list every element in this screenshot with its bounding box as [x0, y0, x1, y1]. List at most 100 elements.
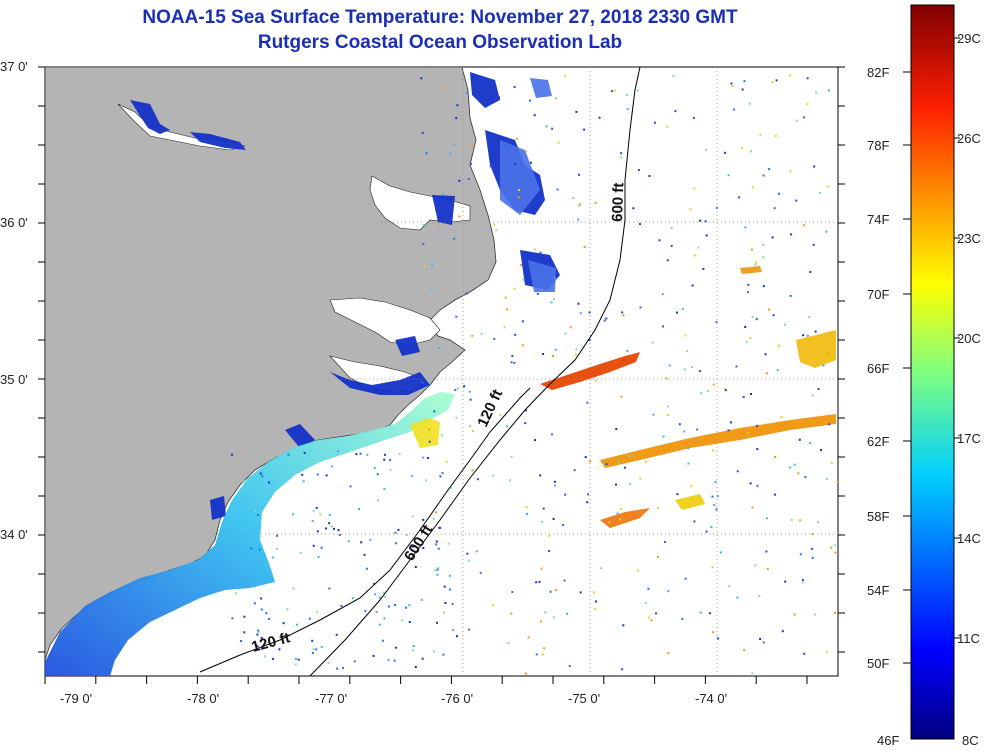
sst-speckle [789, 466, 792, 469]
sst-speckle [410, 475, 413, 478]
lon-label-77: -77 0' [315, 691, 347, 706]
sst-speckle [381, 639, 384, 642]
latitude-labels: 37 0' 36 0' 35 0' 34 0' [0, 59, 28, 542]
sst-speckle [535, 581, 538, 584]
sst-speckle [814, 330, 817, 333]
sst-speckle [319, 513, 322, 516]
sst-speckle [583, 128, 586, 131]
sst-speckle [376, 473, 379, 476]
contour-label-600ft-north: 600 ft [609, 182, 627, 222]
sst-speckle [363, 553, 366, 556]
sst-speckle [456, 635, 458, 638]
sst-speckle [774, 456, 777, 458]
sst-speckle [301, 473, 304, 476]
sst-speckle [375, 610, 378, 613]
sst-speckle [681, 617, 684, 620]
sst-speckle [456, 104, 459, 107]
sst-speckle [539, 474, 542, 477]
sst-speckle [551, 127, 554, 130]
sst-speckle [384, 595, 387, 598]
sst-speckle [312, 647, 315, 650]
sst-speckle [615, 428, 618, 430]
sst-speckles [231, 71, 838, 675]
sst-speckle [727, 429, 730, 432]
sst-speckle [745, 340, 748, 343]
sst-speckle [693, 187, 696, 190]
sst-speckle [433, 650, 436, 653]
sst-speckle [395, 542, 398, 545]
sst-speckle [664, 541, 666, 543]
sst-speckle [296, 623, 298, 626]
sst-speckle [764, 353, 767, 356]
sst-speckle [342, 666, 344, 669]
sst-speckle [327, 662, 330, 665]
sst-speckle [574, 353, 577, 356]
sst-speckle [278, 648, 281, 651]
f-label-74: 74F [867, 212, 889, 227]
sst-speckle [699, 611, 702, 614]
sst-speckle [271, 657, 274, 660]
contour-600ft [309, 67, 641, 676]
sst-speckle [359, 452, 362, 455]
sst-speckle [579, 591, 582, 594]
sst-speckle [467, 178, 470, 180]
c-label-29: 29C [957, 31, 981, 46]
sst-speckle [578, 204, 581, 207]
sst-speckle [257, 514, 259, 517]
sst-speckle [614, 89, 617, 92]
sst-speckle [364, 609, 367, 612]
sst-speckle [766, 568, 769, 570]
sst-speckle [411, 515, 414, 518]
sst-speckle [716, 495, 719, 498]
sst-speckle [784, 323, 786, 326]
sst-speckle [552, 298, 555, 301]
sst-speckle [661, 293, 664, 296]
sst-speckle [711, 566, 714, 569]
color-scale-ticks [903, 37, 960, 664]
sst-speckle [514, 333, 517, 336]
sst-speckle [549, 590, 552, 593]
bathymetry-contours [199, 67, 641, 676]
lat-label-37: 37 0' [0, 59, 28, 74]
sst-speckle [825, 230, 828, 233]
sst-speckle [566, 612, 568, 615]
sst-speckle [533, 114, 536, 117]
sst-speckle [449, 486, 452, 489]
sst-speckle [683, 368, 686, 371]
sst-speckle [834, 611, 836, 614]
sst-speckle [594, 600, 597, 603]
sst-speckle [681, 307, 684, 310]
sst-speckle [268, 481, 270, 484]
sst-speckle [639, 223, 641, 225]
sst-speckle [282, 483, 285, 485]
sst-speckle [605, 463, 608, 466]
sst-speckle [372, 582, 375, 585]
map-subtitle: Rutgers Coastal Ocean Observation Lab [257, 32, 623, 53]
sst-speckle [420, 77, 423, 80]
sst-speckle [554, 480, 556, 483]
sst-speckle [337, 529, 340, 532]
sst-speckle [378, 623, 381, 626]
sst-speckle [397, 528, 400, 531]
sst-speckle [256, 645, 259, 647]
sst-speckle [758, 595, 761, 597]
sst-speckle [453, 237, 456, 240]
sst-speckle [231, 453, 233, 456]
sst-speckle [328, 587, 331, 590]
sst-speckle [629, 483, 632, 485]
sst-speckle [513, 287, 516, 290]
sst-speckle [755, 318, 758, 321]
sst-speckle [744, 326, 747, 328]
sst-speckle [258, 548, 261, 551]
sst-speckle [286, 608, 289, 611]
sst-speckle [479, 414, 482, 417]
lon-label-75: -75 0' [568, 691, 600, 706]
sst-speckle [750, 150, 752, 153]
sst-speckle [253, 450, 256, 453]
sst-speckle [506, 308, 509, 311]
sst-speckle [803, 652, 806, 655]
sst-speckle [543, 647, 546, 650]
sst-speckle [243, 615, 246, 618]
f-label-58: 58F [867, 509, 889, 524]
sst-speckle [799, 553, 802, 556]
